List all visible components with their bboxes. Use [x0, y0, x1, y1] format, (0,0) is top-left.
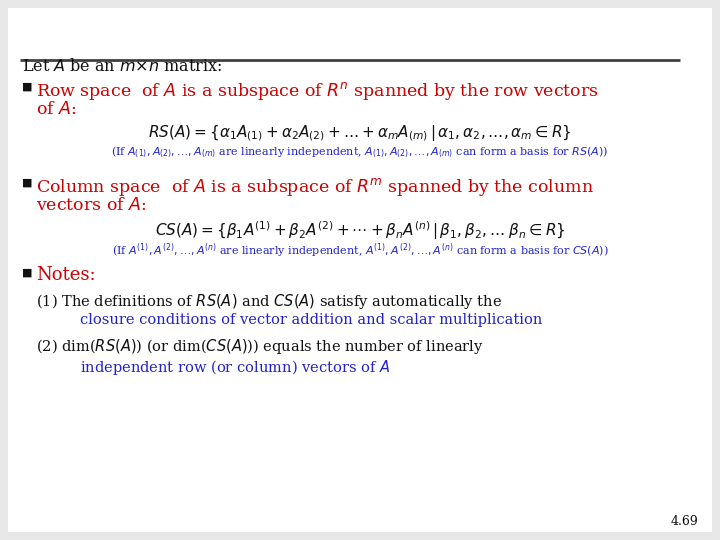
Text: closure conditions of vector addition and scalar multiplication: closure conditions of vector addition an…: [80, 313, 542, 327]
Text: of $A$:: of $A$:: [36, 101, 76, 118]
Text: Column space  of $A$ is a subspace of $R^m$ spanned by the column: Column space of $A$ is a subspace of $R^…: [36, 176, 594, 198]
Text: Row space  of $A$ is a subspace of $R^n$ spanned by the row vectors: Row space of $A$ is a subspace of $R^n$ …: [36, 80, 599, 102]
Text: $RS(A) = \{\alpha_1 A_{(1)} + \alpha_2 A_{(2)} + \ldots + \alpha_m A_{(m)}\,|\,\: $RS(A) = \{\alpha_1 A_{(1)} + \alpha_2 A…: [148, 123, 572, 143]
Text: 4.69: 4.69: [670, 515, 698, 528]
Text: Let $A$ be an $m{\times}n$ matrix:: Let $A$ be an $m{\times}n$ matrix:: [22, 58, 222, 75]
Text: Notes:: Notes:: [36, 266, 96, 284]
Text: vectors of $A$:: vectors of $A$:: [36, 197, 146, 214]
FancyBboxPatch shape: [8, 8, 712, 532]
Text: (1) The definitions of $RS(A)$ and $CS(A)$ satisfy automatically the: (1) The definitions of $RS(A)$ and $CS(A…: [36, 292, 502, 311]
Text: ■: ■: [22, 82, 32, 92]
Text: $CS(A) = \{\beta_1 A^{(1)} + \beta_2 A^{(2)} + \cdots + \beta_n A^{(n)}\,|\,\bet: $CS(A) = \{\beta_1 A^{(1)} + \beta_2 A^{…: [155, 219, 565, 242]
Text: (If $A_{(1)}, A_{(2)}, \ldots, A_{(m)}$ are linearly independent, $A_{(1)}, A_{(: (If $A_{(1)}, A_{(2)}, \ldots, A_{(m)}$ …: [112, 145, 608, 160]
Text: (2) dim($RS(A)$) (or dim($CS(A)$)) equals the number of linearly: (2) dim($RS(A)$) (or dim($CS(A)$)) equal…: [36, 337, 484, 356]
Text: ■: ■: [22, 178, 32, 188]
Text: ■: ■: [22, 268, 32, 278]
Text: independent row (or column) vectors of $A$: independent row (or column) vectors of $…: [80, 358, 390, 377]
Text: (If $A^{(1)}, A^{(2)}, \ldots, A^{(n)}$ are linearly independent, $A^{(1)}, A^{(: (If $A^{(1)}, A^{(2)}, \ldots, A^{(n)}$ …: [112, 241, 608, 260]
